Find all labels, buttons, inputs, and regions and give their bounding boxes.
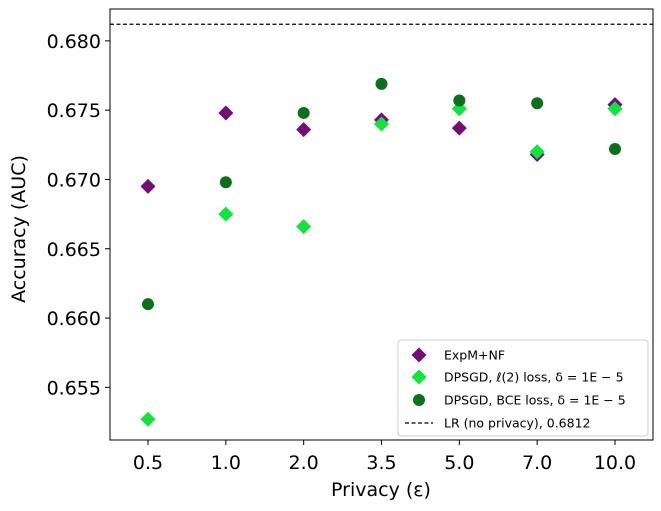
data-point-series-1 [140,178,156,194]
legend-marker-series-1 [411,347,427,363]
y-tick-label: 0.670 [47,169,101,191]
legend: ExpM+NF DPSGD, ℓ(2) loss, δ = 1E − 5 DPSGD… [397,339,649,437]
legend-label-series-1: ExpM+NF [444,348,505,363]
x-tick-label: 0.5 [133,452,163,474]
data-point-series-2 [607,101,623,117]
y-tick-label: 0.680 [47,31,101,53]
y-tick-label: 0.675 [47,100,101,122]
x-tick-label: 5.0 [444,452,474,474]
x-axis-label: Privacy (ε) [331,479,431,501]
data-point-series-3 [297,106,310,119]
data-point-series-3 [142,298,154,311]
data-point-series-3 [453,94,466,107]
data-point-series-2 [374,116,389,132]
data-point-series-3 [375,77,388,90]
data-point-series-2 [296,219,312,235]
data-point-series-3 [609,142,621,155]
data-point-series-2 [140,411,156,427]
y-axis-label: Accuracy (AUC) [8,155,30,303]
data-point-series-3 [531,97,544,110]
data-point-series-1 [218,105,234,121]
y-tick-label: 0.655 [47,377,101,399]
y-tick-label: 0.665 [47,239,101,261]
y-tick-label: 0.660 [47,308,101,330]
data-point-series-2 [529,144,545,160]
legend-marker-series-3 [413,394,425,406]
x-tick-label: 7.0 [522,452,552,474]
data-point-series-1 [451,120,467,136]
legend-box [397,339,649,437]
x-tick-label: 3.5 [366,452,396,474]
legend-label-series-2: DPSGD, ℓ(2) loss, δ = 1E − 5 [444,370,624,385]
legend-marker-series-2 [411,369,427,385]
legend-label-series-3: DPSGD, BCE loss, δ = 1E − 5 [444,393,626,408]
legend-label-reference: LR (no privacy), 0.6812 [444,416,590,431]
data-point-series-1 [296,122,312,138]
x-tick-label: 10.0 [594,452,636,474]
data-point-series-2 [218,206,234,222]
data-point-series-3 [219,176,232,189]
x-tick-label: 2.0 [289,452,319,474]
x-tick-label: 1.0 [211,452,241,474]
